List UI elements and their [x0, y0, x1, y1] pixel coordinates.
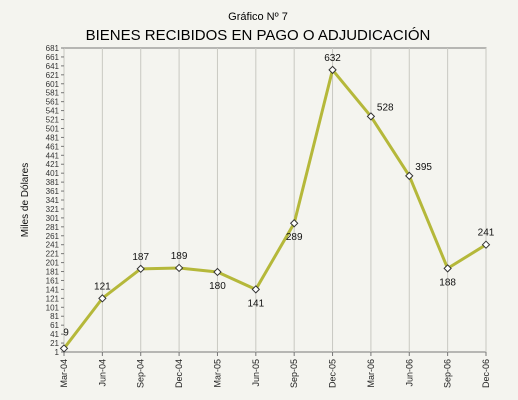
x-tick-label: Jun-04	[97, 359, 107, 387]
data-label: 241	[478, 228, 495, 239]
y-tick-label: 681	[46, 44, 60, 53]
y-tick-label: 61	[50, 321, 59, 330]
data-label: 121	[94, 281, 111, 292]
y-axis-label: Miles de Dólares	[20, 163, 31, 237]
plot-frame	[63, 47, 487, 353]
y-tick-label: 121	[46, 294, 60, 303]
data-label: 180	[209, 281, 226, 292]
y-tick-label: 41	[50, 330, 59, 339]
y-tick-label: 621	[46, 71, 60, 80]
plot-area: 1214161811011211411611812012212412612813…	[46, 44, 495, 388]
data-point-marker	[289, 219, 299, 228]
x-tick-label: Jun-06	[404, 359, 414, 387]
data-label: 289	[286, 232, 303, 243]
y-tick-label: 561	[46, 98, 60, 107]
y-tick-label: 141	[46, 285, 60, 294]
data-label: 395	[415, 162, 432, 173]
series-line	[62, 68, 487, 350]
data-label: 632	[324, 53, 341, 64]
y-tick-label: 521	[46, 116, 60, 125]
x-tick-label: Mar-06	[366, 359, 376, 388]
y-tick-label: 421	[46, 160, 60, 169]
y-tick-label: 361	[46, 187, 60, 196]
y-tick-label: 201	[46, 259, 60, 268]
y-tick-label: 601	[46, 80, 60, 89]
x-tick-label: Dec-04	[174, 359, 184, 388]
y-tick-label: 161	[46, 276, 60, 285]
x-tick-label: Sep-05	[289, 359, 299, 388]
data-label: 188	[439, 277, 456, 288]
y-tick-label: 341	[46, 196, 60, 205]
y-tick-label: 501	[46, 124, 60, 133]
y-tick-label: 461	[46, 142, 60, 151]
x-tick-label: Jun-05	[251, 359, 261, 387]
data-label: 9	[63, 327, 69, 338]
x-tick-label: Dec-05	[328, 359, 338, 388]
data-label: 141	[247, 298, 264, 309]
x-tick-label: Mar-04	[59, 359, 69, 388]
y-tick-label: 1	[55, 348, 60, 357]
x-tick-label: Dec-06	[481, 359, 491, 388]
data-point-marker	[481, 240, 491, 249]
y-tick-label: 541	[46, 107, 60, 116]
x-tick-label: Sep-04	[136, 359, 146, 388]
y-tick-label: 441	[46, 151, 60, 160]
y-tick-label: 481	[46, 133, 60, 142]
y-tick-label: 261	[46, 232, 60, 241]
data-point-marker	[136, 264, 145, 274]
data-point-marker	[328, 65, 337, 75]
chart-subtitle: BIENES RECIBIDOS EN PAGO O ADJUDICACIÓN	[86, 27, 431, 44]
data-point-marker	[59, 344, 69, 353]
data-label: 187	[132, 252, 149, 263]
y-tick-label: 21	[50, 339, 59, 348]
x-tick-label: Sep-06	[443, 359, 453, 388]
y-tick-label: 181	[46, 268, 60, 277]
y-tick-label: 281	[46, 223, 60, 232]
y-tick-label: 241	[46, 241, 60, 250]
y-tick-label: 641	[46, 62, 60, 71]
data-label: 189	[171, 251, 188, 262]
y-tick-label: 581	[46, 89, 60, 98]
y-tick-label: 101	[46, 303, 60, 312]
data-point-marker	[98, 294, 107, 303]
data-label: 528	[377, 102, 394, 113]
data-point-marker	[405, 171, 414, 181]
y-tick-label: 221	[46, 250, 60, 259]
data-point-marker	[251, 285, 261, 294]
y-tick-label: 661	[46, 53, 60, 62]
chart-title: Gráfico Nº 7	[228, 11, 288, 23]
x-tick-label: Mar-05	[212, 359, 222, 388]
data-point-marker	[213, 267, 222, 277]
y-tick-label: 401	[46, 169, 60, 178]
data-point-marker	[443, 264, 452, 273]
data-point-marker	[174, 263, 184, 273]
y-tick-label: 321	[46, 205, 60, 214]
data-point-marker	[366, 112, 376, 121]
y-tick-label: 301	[46, 214, 60, 223]
y-tick-label: 381	[46, 178, 60, 187]
y-tick-label: 81	[50, 312, 59, 321]
